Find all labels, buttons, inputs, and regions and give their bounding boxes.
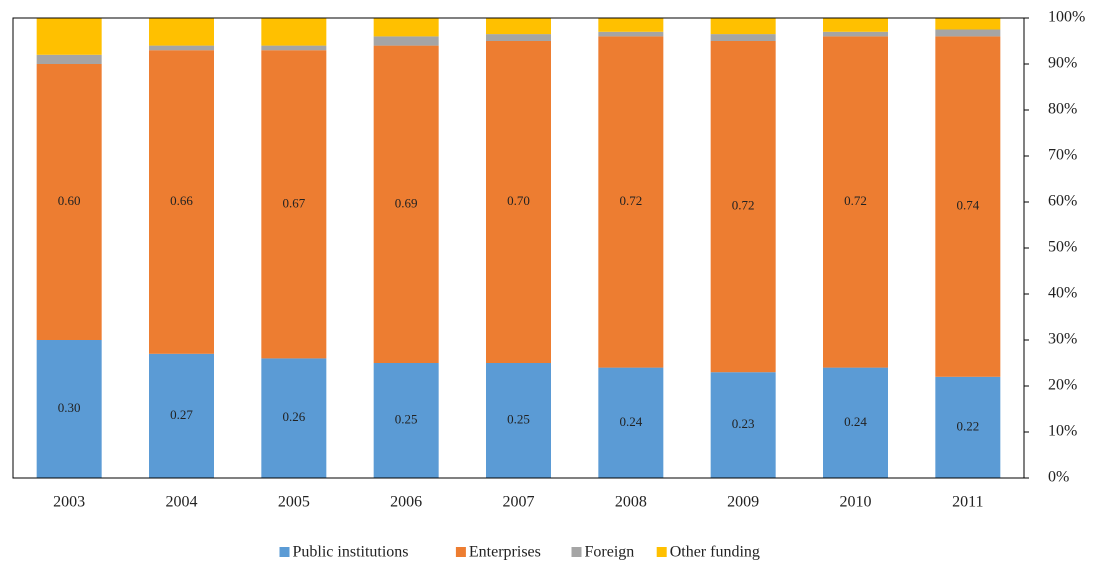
bar-segment — [36, 18, 102, 55]
x-tick-label: 2005 — [278, 494, 310, 511]
bar-segment — [486, 18, 551, 35]
x-tick-label: 2003 — [53, 494, 85, 511]
data-label: 0.27 — [170, 407, 193, 422]
y-tick-label: 0% — [1048, 469, 1069, 486]
y-tick-label: 40% — [1048, 285, 1077, 302]
data-label: 0.60 — [58, 193, 81, 208]
data-label: 0.66 — [170, 193, 193, 208]
bar-segment — [261, 358, 327, 478]
bar-segment — [36, 340, 102, 478]
y-tick-label: 90% — [1048, 55, 1077, 72]
bar-segment — [373, 18, 439, 37]
x-tick-label: 2004 — [166, 494, 198, 511]
bar-segment — [261, 45, 327, 51]
data-label: 0.23 — [732, 416, 755, 431]
legend-swatch — [656, 547, 667, 557]
bar-segment — [149, 50, 214, 354]
data-label: 0.26 — [282, 409, 305, 424]
plot-border — [12, 17, 1025, 479]
bar-segment — [935, 376, 1001, 478]
data-label: 0.24 — [844, 414, 867, 429]
data-label: 0.72 — [844, 193, 867, 208]
y-tick-label: 10% — [1048, 423, 1077, 440]
y-tick-label: 60% — [1048, 193, 1077, 210]
bar-segment — [935, 29, 1001, 37]
data-label: 0.25 — [395, 411, 418, 426]
bar-segment — [36, 64, 102, 340]
bar-segment — [710, 372, 776, 478]
bar-segment — [149, 45, 214, 51]
bar-segment — [823, 31, 888, 37]
data-label: 0.74 — [956, 198, 979, 213]
legend-swatch — [571, 547, 582, 557]
bar-segment — [373, 363, 439, 478]
bar-segment — [373, 36, 439, 46]
bar-segment — [36, 54, 102, 64]
data-label: 0.22 — [956, 418, 979, 433]
bar-segment — [261, 18, 327, 46]
bar-segment — [598, 367, 664, 478]
x-tick-label: 2009 — [727, 494, 759, 511]
legend-label: Other funding — [670, 544, 760, 561]
y-tick-label: 70% — [1048, 147, 1077, 164]
data-label: 0.72 — [619, 193, 642, 208]
x-tick-label: 2011 — [952, 494, 983, 511]
x-tick-label: 2010 — [840, 494, 872, 511]
bar-segment — [598, 31, 664, 37]
x-tick-label: 2008 — [615, 494, 647, 511]
data-label: 0.24 — [619, 414, 642, 429]
bar-segment — [373, 45, 439, 363]
x-tick-label: 2006 — [390, 494, 422, 511]
y-tick-label: 30% — [1048, 331, 1077, 348]
legend-swatch — [279, 547, 290, 557]
data-label: 0.72 — [732, 198, 755, 213]
y-tick-label: 100% — [1048, 9, 1085, 26]
bar-segment — [486, 41, 551, 363]
y-tick-label: 80% — [1048, 101, 1077, 118]
legend-label: Public institutions — [293, 544, 409, 561]
data-label: 0.30 — [58, 400, 81, 415]
bar-segment — [486, 363, 551, 478]
bar-segment — [261, 50, 327, 359]
bar-segment — [149, 353, 214, 478]
bar-segment — [710, 41, 776, 373]
data-label: 0.69 — [395, 195, 418, 210]
legend-swatch — [455, 547, 466, 557]
bar-segment — [823, 367, 888, 478]
bar-segment — [823, 36, 888, 368]
y-tick-label: 50% — [1048, 239, 1077, 256]
bar-segment — [486, 34, 551, 41]
y-tick-label: 20% — [1048, 377, 1077, 394]
x-tick-label: 2007 — [503, 494, 535, 511]
bar-segment — [935, 36, 1001, 377]
bar-segment — [823, 18, 888, 32]
bar-segment — [935, 18, 1001, 30]
bar-segment — [598, 18, 664, 32]
legend-label: Enterprises — [469, 544, 541, 561]
bar-segment — [149, 18, 214, 46]
data-label: 0.67 — [282, 195, 305, 210]
data-label: 0.70 — [507, 193, 530, 208]
legend-label: Foreign — [585, 544, 635, 561]
data-label: 0.25 — [507, 411, 530, 426]
bar-segment — [710, 34, 776, 41]
bar-segment — [598, 36, 664, 368]
bar-segment — [710, 18, 776, 35]
